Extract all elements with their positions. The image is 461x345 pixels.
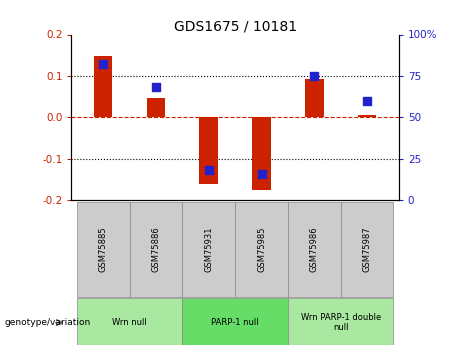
- FancyBboxPatch shape: [77, 298, 182, 345]
- Point: [152, 85, 160, 90]
- Bar: [94, 56, 112, 117]
- Bar: [200, 117, 218, 184]
- Bar: [147, 98, 165, 117]
- Bar: [305, 79, 324, 117]
- Text: GSM75985: GSM75985: [257, 227, 266, 272]
- FancyBboxPatch shape: [182, 298, 288, 345]
- FancyBboxPatch shape: [130, 202, 182, 297]
- Text: Wrn null: Wrn null: [112, 318, 147, 327]
- Bar: [252, 117, 271, 190]
- Text: Wrn PARP-1 double
null: Wrn PARP-1 double null: [301, 313, 381, 332]
- FancyBboxPatch shape: [341, 202, 394, 297]
- Point: [258, 171, 265, 176]
- FancyBboxPatch shape: [235, 202, 288, 297]
- Point: [311, 73, 318, 79]
- Title: GDS1675 / 10181: GDS1675 / 10181: [173, 19, 297, 33]
- FancyBboxPatch shape: [288, 202, 341, 297]
- Point: [100, 61, 107, 67]
- Text: GSM75987: GSM75987: [363, 226, 372, 272]
- FancyBboxPatch shape: [77, 202, 130, 297]
- Bar: [358, 115, 376, 117]
- FancyBboxPatch shape: [182, 202, 235, 297]
- FancyBboxPatch shape: [288, 298, 394, 345]
- Text: GSM75986: GSM75986: [310, 226, 319, 272]
- Text: GSM75886: GSM75886: [151, 226, 160, 272]
- Point: [205, 168, 213, 173]
- Text: PARP-1 null: PARP-1 null: [211, 318, 259, 327]
- Point: [363, 98, 371, 104]
- Text: genotype/variation: genotype/variation: [5, 318, 91, 327]
- Text: GSM75885: GSM75885: [99, 226, 107, 272]
- Text: GSM75931: GSM75931: [204, 227, 213, 272]
